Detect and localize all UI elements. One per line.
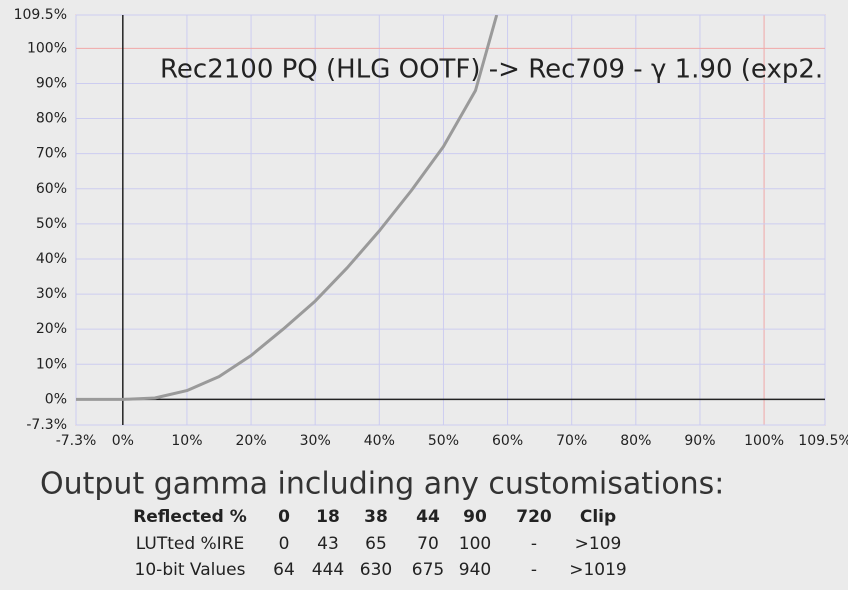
y-tick-label: 30% <box>36 286 67 302</box>
y-tick-label: 90% <box>36 75 67 91</box>
curve <box>76 15 499 401</box>
table-cell: - <box>531 534 537 554</box>
table-cell: >109 <box>575 534 622 554</box>
table-cell: 64 <box>273 560 295 580</box>
table-cell: LUTted %IRE <box>136 534 245 554</box>
chart-title: Rec2100 PQ (HLG OOTF) -> Rec709 - γ 1.90… <box>160 55 848 85</box>
x-tick-label: 40% <box>364 433 395 449</box>
x-tick-label: 30% <box>300 433 331 449</box>
x-tick-label: 90% <box>684 433 715 449</box>
table-cell: 675 <box>412 560 444 580</box>
x-tick-label: 50% <box>428 433 459 449</box>
table-header: Reflected % <box>133 507 247 527</box>
y-tick-label: 40% <box>36 251 67 267</box>
table-header: 0 <box>278 507 290 527</box>
x-tick-label: 20% <box>236 433 267 449</box>
table-cell: 10-bit Values <box>135 560 246 580</box>
y-tick-label: 50% <box>36 216 67 232</box>
table-cell: 0 <box>279 534 290 554</box>
x-tick-label: 109.5% <box>798 433 848 449</box>
x-tick-label: 10% <box>171 433 202 449</box>
table-cell: 100 <box>459 534 491 554</box>
table-cell: 630 <box>360 560 392 580</box>
y-tick-label: 109.5% <box>14 7 67 23</box>
x-tick-label: 60% <box>492 433 523 449</box>
x-tick-label: -7.3% <box>56 433 97 449</box>
table-cell: - <box>531 560 537 580</box>
plot: Rec2100 PQ (HLG OOTF) -> Rec709 - γ 1.90… <box>76 15 848 401</box>
table-cell: 940 <box>459 560 491 580</box>
table-header: Clip <box>580 507 616 527</box>
x-tick-label: 100% <box>744 433 784 449</box>
table-header: 18 <box>316 507 340 527</box>
table-header: 38 <box>364 507 388 527</box>
y-tick-label: -7.3% <box>26 417 67 433</box>
y-tick-label: 20% <box>36 321 67 337</box>
table-header: 720 <box>516 507 552 527</box>
y-tick-label: 0% <box>45 391 67 407</box>
table-cell: 65 <box>365 534 387 554</box>
table-cell: 43 <box>317 534 339 554</box>
y-tick-label: 60% <box>36 181 67 197</box>
x-tick-label: 80% <box>620 433 651 449</box>
y-tick-label: 70% <box>36 146 67 162</box>
table: Reflected % 0 18 38 44 90 720 Clip LUTted %IRE 0 4… <box>133 507 627 580</box>
x-tick-label: 0% <box>112 433 134 449</box>
table-cell: >1019 <box>569 560 627 580</box>
y-tick-label: 100% <box>27 40 67 56</box>
y-tick-label: 10% <box>36 356 67 372</box>
y-tick-label: 80% <box>36 111 67 127</box>
table-header: 44 <box>416 507 440 527</box>
caption: Output gamma including any customisation… <box>40 467 724 502</box>
table-header: 90 <box>463 507 487 527</box>
table-cell: 444 <box>312 560 344 580</box>
table-cell: 70 <box>417 534 439 554</box>
x-tick-label: 70% <box>556 433 587 449</box>
